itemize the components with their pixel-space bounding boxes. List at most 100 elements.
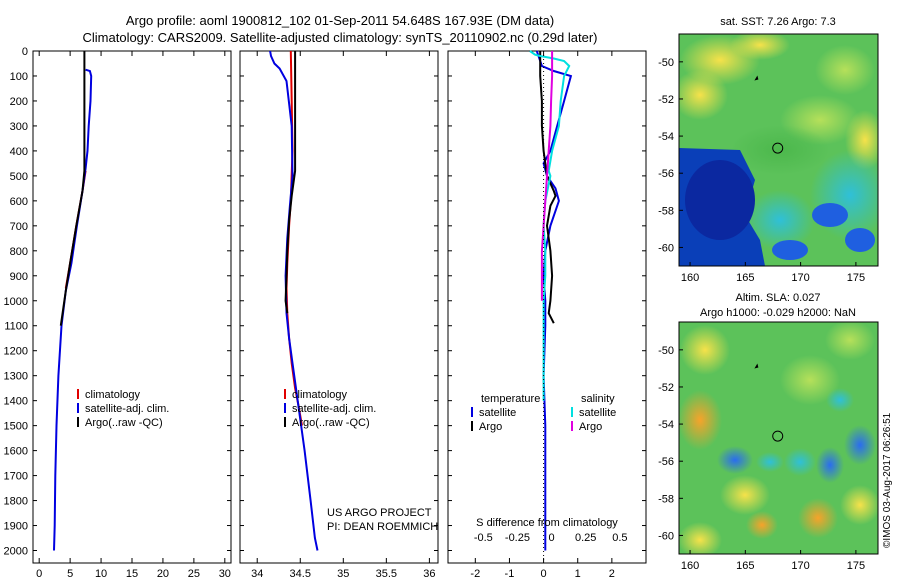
- map-y-tick-label: -50: [658, 345, 674, 357]
- y-tick-label: 1900: [4, 521, 28, 533]
- difference-panel: -2-1012T difference from climatologytemp…: [447, 50, 647, 580]
- y-tick-label: 1800: [4, 496, 28, 508]
- profile-location-marker: [772, 142, 784, 154]
- map-x-tick-label: 165: [736, 560, 754, 572]
- sla-map-title: Altim. SLA: 0.027: [736, 292, 821, 304]
- map-y-tick-label: -56: [658, 168, 674, 180]
- sst-field: [679, 34, 878, 266]
- x-tick-label: 35: [337, 568, 349, 580]
- map-y-tick-label: -60: [658, 530, 674, 542]
- y-tick-label: 1200: [4, 346, 28, 358]
- y-tick-label: 1400: [4, 396, 28, 408]
- series-line-argo: [539, 51, 557, 324]
- x-tick-label: 1: [575, 568, 581, 580]
- map-y-tick-label: -60: [658, 242, 674, 254]
- y-tick-label: 1600: [4, 446, 28, 458]
- y-tick-label: 900: [10, 271, 28, 283]
- temperature-panel: 051015202530temperature (deg C)010020030…: [4, 46, 232, 580]
- y-tick-label: 500: [10, 171, 28, 183]
- legend-label: satellite: [579, 407, 616, 419]
- legend-label: climatology: [85, 389, 141, 401]
- y-tick-label: 1300: [4, 371, 28, 383]
- series-line-satellite-adj-clim-: [53, 68, 93, 551]
- y-tick-label: 1000: [4, 296, 28, 308]
- x-axis-label-salinity: S difference from climatology: [476, 517, 618, 529]
- sla-field: [679, 322, 878, 554]
- x-tick-label-salinity: 0.25: [575, 532, 596, 544]
- map-y-tick-label: -52: [658, 94, 674, 106]
- sst-map-axes: 160 165 170 175 -50 -52 -54 -56 -58 -60: [658, 57, 865, 284]
- y-tick-label: 700: [10, 221, 28, 233]
- y-tick-label: 0: [22, 46, 28, 58]
- credit-project: US ARGO PROJECT: [327, 507, 432, 519]
- x-tick-label: 30: [219, 568, 231, 580]
- float-track-marker: [754, 75, 759, 81]
- series-line-argo-raw-qc-: [284, 51, 297, 314]
- legend-title-temperature: temperature: [481, 393, 540, 405]
- legend-label: climatology: [292, 389, 348, 401]
- x-tick-label: 34: [251, 568, 263, 580]
- legend-label: satellite: [479, 407, 516, 419]
- map-x-tick-label: 160: [681, 560, 699, 572]
- x-tick-label: -2: [470, 568, 480, 580]
- map-y-tick-label: -58: [658, 493, 674, 505]
- y-tick-label: 400: [10, 146, 28, 158]
- series-line-argo-raw-qc-: [59, 51, 86, 326]
- x-tick-label: 20: [157, 568, 169, 580]
- x-tick-label: 2: [609, 568, 615, 580]
- float-track-marker: [754, 363, 759, 369]
- plot-frame: [239, 50, 439, 564]
- map-y-tick-label: -56: [658, 456, 674, 468]
- x-tick-label: 5: [67, 568, 73, 580]
- plot-frame: [447, 50, 647, 564]
- map-x-tick-label: 175: [847, 560, 865, 572]
- legend-label: Argo(..raw -QC): [85, 417, 163, 429]
- y-tick-label: 800: [10, 246, 28, 258]
- map-x-tick-label: 170: [791, 560, 809, 572]
- y-tick-label: 100: [10, 71, 28, 83]
- figure-title-line2: Climatology: CARS2009. Satellite-adjuste…: [83, 30, 598, 45]
- y-tick-label: 2000: [4, 546, 28, 558]
- sla-map-frame: [678, 321, 879, 555]
- y-tick-label: 1500: [4, 421, 28, 433]
- legend-label: Argo: [479, 421, 502, 433]
- map-y-tick-label: -58: [658, 205, 674, 217]
- legend-label: Argo(..raw -QC): [292, 417, 370, 429]
- x-tick-label: 35.5: [376, 568, 397, 580]
- sst-map-title: sat. SST: 7.26 Argo: 7.3: [720, 16, 836, 28]
- map-y-tick-label: -54: [658, 419, 674, 431]
- x-tick-label-salinity: 0: [549, 532, 555, 544]
- x-tick-label-salinity: 0.5: [612, 532, 627, 544]
- map-x-tick-label: 160: [681, 272, 699, 284]
- series-line-argo: [540, 51, 554, 301]
- y-tick-label: 200: [10, 96, 28, 108]
- series-line-satellite: [535, 50, 573, 551]
- map-x-tick-label: 175: [847, 272, 865, 284]
- x-tick-label: -1: [505, 568, 515, 580]
- legend-title-salinity: salinity: [581, 393, 615, 405]
- series-line-satellite: [529, 50, 571, 401]
- imos-timestamp: ©IMOS 03-Aug-2017 06:26:51: [882, 412, 893, 548]
- sla-map-panel: Altim. SLA: 0.027 Argo h1000: -0.029 h20…: [658, 292, 879, 572]
- map-y-tick-label: -52: [658, 382, 674, 394]
- y-tick-label: 1700: [4, 471, 28, 483]
- sla-map-subtitle: Argo h1000: -0.029 h2000: NaN: [700, 307, 856, 319]
- credit-pi: PI: DEAN ROEMMICH: [327, 521, 438, 533]
- x-tick-label: 15: [126, 568, 138, 580]
- x-tick-label-salinity: -0.25: [505, 532, 530, 544]
- sla-map-axes: 160 165 170 175 -50 -52 -54 -56 -58 -60: [658, 345, 865, 572]
- sst-map-frame: [678, 33, 879, 267]
- profile-location-marker: [772, 430, 784, 442]
- legend-label: Argo: [579, 421, 602, 433]
- series-line-satellite-adj-clim-: [269, 50, 319, 551]
- x-tick-label-salinity: -0.5: [474, 532, 493, 544]
- x-tick-label: 0: [541, 568, 547, 580]
- y-tick-label: 600: [10, 196, 28, 208]
- y-tick-label: 1100: [4, 321, 28, 333]
- map-y-tick-label: -50: [658, 57, 674, 69]
- salinity-panel: 3434.53535.536salinityclimatologysatelli…: [239, 50, 439, 580]
- y-tick-label: 300: [10, 121, 28, 133]
- legend-label: satellite-adj. clim.: [292, 403, 376, 415]
- sst-map-panel: sat. SST: 7.26 Argo: 7.3 160 165 170 175 -50…: [658, 16, 879, 284]
